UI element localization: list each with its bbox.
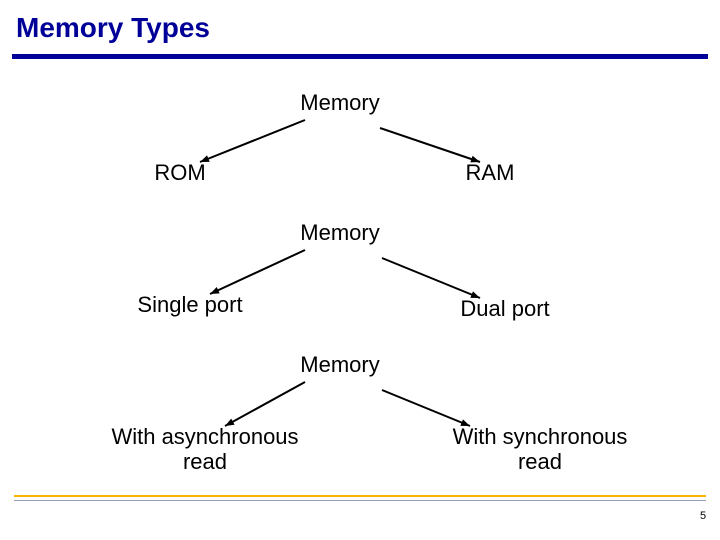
- node-single-port: Single port: [110, 292, 270, 317]
- node-memory-1: Memory: [280, 90, 400, 115]
- node-dual-port: Dual port: [430, 296, 580, 321]
- node-sync-read: With synchronousread: [420, 424, 660, 475]
- title-underline: [12, 54, 708, 59]
- node-memory-3: Memory: [280, 352, 400, 377]
- page-number: 5: [700, 510, 706, 522]
- node-ram: RAM: [440, 160, 540, 185]
- slide-title: Memory Types: [16, 12, 210, 44]
- node-rom: ROM: [130, 160, 230, 185]
- node-async-read: With asynchronousread: [85, 424, 325, 475]
- node-memory-2: Memory: [280, 220, 400, 245]
- bottom-rule: [14, 495, 706, 501]
